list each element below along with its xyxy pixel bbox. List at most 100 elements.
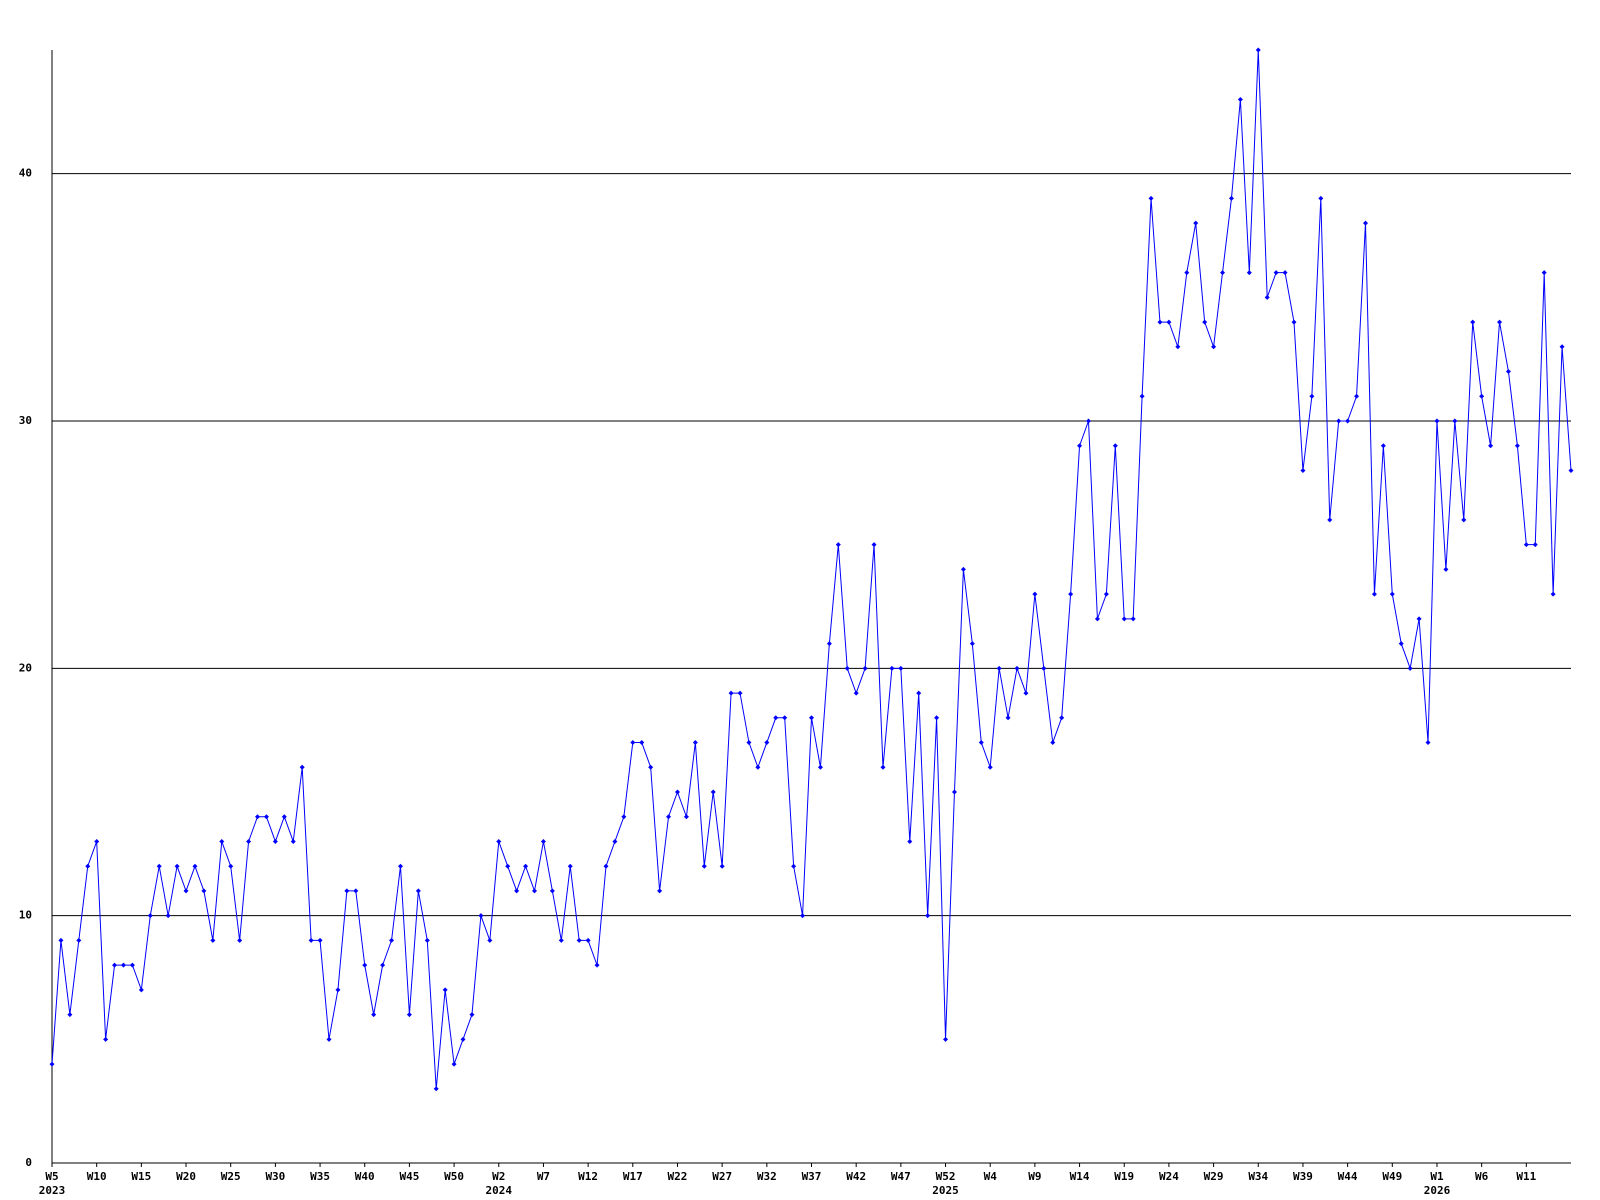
data-point xyxy=(1023,690,1029,696)
x-tick-label: W9 xyxy=(1028,1170,1041,1183)
x-tick-label: W10 xyxy=(87,1170,107,1183)
data-point xyxy=(880,764,886,770)
data-point xyxy=(978,740,984,746)
x-tick-label: W5 xyxy=(45,1170,58,1183)
data-point xyxy=(246,838,252,844)
data-point xyxy=(442,987,448,993)
data-point xyxy=(1273,270,1279,276)
data-point xyxy=(1121,616,1127,622)
data-point xyxy=(103,1036,109,1042)
x-tick-label: W12 xyxy=(578,1170,598,1183)
x-tick-label: W14 xyxy=(1070,1170,1090,1183)
data-point xyxy=(138,987,144,993)
data-point xyxy=(1264,294,1270,300)
data-point xyxy=(889,665,895,671)
data-point xyxy=(1407,665,1413,671)
y-tick-label: 30 xyxy=(19,414,32,427)
data-point xyxy=(237,937,243,943)
data-point xyxy=(800,913,806,919)
data-point xyxy=(1550,591,1556,597)
data-point xyxy=(1220,270,1226,276)
data-point xyxy=(1157,319,1163,325)
data-point xyxy=(594,962,600,968)
x-tick-label: W7 xyxy=(537,1170,550,1183)
data-point xyxy=(272,838,278,844)
data-point xyxy=(120,962,126,968)
data-point xyxy=(76,937,82,943)
data-point xyxy=(201,888,207,894)
x-tick-label: W2 xyxy=(492,1170,505,1183)
data-point xyxy=(1398,641,1404,647)
data-point xyxy=(1362,220,1368,226)
data-point xyxy=(532,888,538,894)
data-point xyxy=(1139,393,1145,399)
data-point xyxy=(156,863,162,869)
x-tick-label: W50 xyxy=(444,1170,464,1183)
data-point xyxy=(862,665,868,671)
data-point xyxy=(648,764,654,770)
data-point xyxy=(1094,616,1100,622)
x-tick-label: W17 xyxy=(623,1170,643,1183)
data-point xyxy=(844,665,850,671)
data-point xyxy=(1541,270,1547,276)
data-point xyxy=(1354,393,1360,399)
x-group-label: 2026 xyxy=(1424,1184,1451,1197)
data-point xyxy=(58,937,64,943)
x-tick-label: W37 xyxy=(802,1170,822,1183)
data-point xyxy=(478,913,484,919)
data-point xyxy=(1130,616,1136,622)
data-point xyxy=(192,863,198,869)
y-tick-label: 0 xyxy=(25,1156,32,1169)
data-point xyxy=(1461,517,1467,523)
data-point xyxy=(737,690,743,696)
data-point xyxy=(907,838,913,844)
data-point xyxy=(1050,740,1056,746)
data-point xyxy=(1202,319,1208,325)
data-point xyxy=(299,764,305,770)
data-point xyxy=(1470,319,1476,325)
x-tick-label: W52 xyxy=(936,1170,956,1183)
data-point xyxy=(809,715,814,721)
data-point xyxy=(1488,443,1494,449)
data-point xyxy=(925,913,931,919)
data-point xyxy=(692,740,698,746)
data-point xyxy=(1291,319,1297,325)
data-point xyxy=(85,863,91,869)
data-point xyxy=(1068,591,1074,597)
data-point xyxy=(585,937,591,943)
data-point xyxy=(871,542,877,548)
data-point xyxy=(1112,443,1118,449)
data-point xyxy=(674,789,680,795)
data-point xyxy=(514,888,520,894)
data-point xyxy=(433,1086,439,1092)
data-point xyxy=(1085,418,1091,424)
x-tick-label: W19 xyxy=(1114,1170,1134,1183)
data-point xyxy=(263,814,269,820)
data-point xyxy=(1014,665,1020,671)
data-point xyxy=(701,863,707,869)
data-point xyxy=(728,690,734,696)
x-tick-label: W6 xyxy=(1475,1170,1489,1183)
x-tick-label: W1 xyxy=(1430,1170,1444,1183)
x-tick-label: W15 xyxy=(131,1170,151,1183)
x-tick-label: W29 xyxy=(1204,1170,1224,1183)
data-point xyxy=(540,838,546,844)
data-point xyxy=(1059,715,1065,721)
data-point xyxy=(397,863,403,869)
data-point xyxy=(576,937,582,943)
data-point xyxy=(791,863,797,869)
data-point xyxy=(1237,96,1243,102)
x-tick-label: W27 xyxy=(712,1170,732,1183)
data-point xyxy=(1336,418,1342,424)
data-point xyxy=(424,937,430,943)
data-point xyxy=(1443,566,1449,572)
data-point xyxy=(1282,270,1288,276)
x-tick-label: W32 xyxy=(757,1170,777,1183)
x-tick-label: W20 xyxy=(176,1170,196,1183)
data-point xyxy=(1041,665,1047,671)
data-point xyxy=(1452,418,1458,424)
data-point xyxy=(853,690,859,696)
y-tick-label: 20 xyxy=(19,661,32,674)
data-point xyxy=(344,888,350,894)
data-point xyxy=(1077,443,1083,449)
